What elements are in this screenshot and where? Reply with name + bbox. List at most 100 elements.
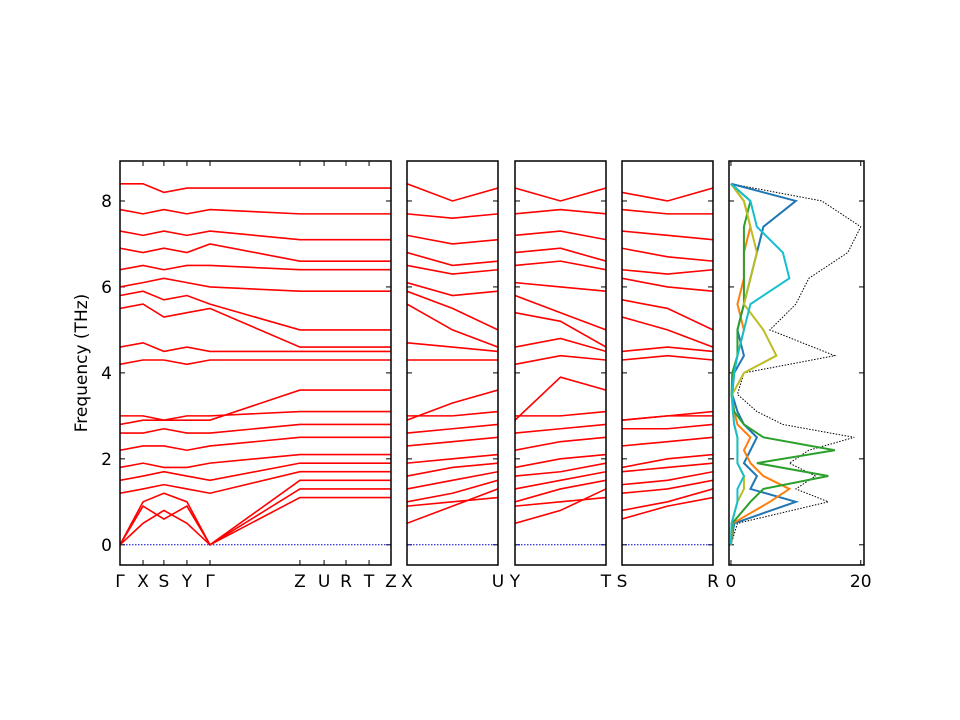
band	[622, 268, 713, 275]
band	[120, 303, 391, 348]
band	[622, 423, 713, 430]
band	[515, 376, 606, 421]
band	[407, 470, 498, 490]
band	[120, 389, 391, 426]
y-tick-label: 6	[101, 278, 112, 298]
band	[120, 496, 391, 546]
x-tick-label: 20	[850, 572, 872, 592]
x-tick-label: R	[707, 572, 719, 592]
band	[622, 208, 713, 215]
band	[120, 277, 391, 293]
band	[622, 346, 713, 353]
band	[515, 470, 606, 490]
x-tick-label: Z	[294, 572, 306, 592]
band	[622, 354, 713, 361]
band	[407, 183, 498, 202]
band	[622, 479, 713, 495]
axes-frame	[728, 160, 865, 566]
band	[515, 311, 606, 348]
band	[120, 410, 391, 421]
band	[515, 187, 606, 202]
band	[407, 436, 498, 447]
band	[120, 341, 391, 353]
projected-dos	[729, 183, 835, 545]
band	[407, 410, 498, 417]
band	[407, 342, 498, 353]
axes-frame	[119, 160, 392, 566]
x-tick-label: T	[600, 572, 612, 592]
x-tick-label: 0	[726, 572, 737, 592]
band	[622, 488, 713, 512]
x-tick-label: Y	[181, 572, 193, 592]
band	[407, 213, 498, 219]
band	[407, 462, 498, 477]
band	[407, 496, 498, 507]
band	[120, 453, 391, 469]
band	[407, 290, 498, 331]
x-tick-label: S	[617, 572, 628, 592]
x-tick-label: U	[318, 572, 330, 592]
band	[622, 277, 713, 293]
projected-dos	[729, 183, 791, 545]
y-tick-label: 2	[101, 450, 112, 470]
band	[515, 247, 606, 262]
axes-frame	[406, 160, 499, 566]
y-tick-label: 4	[101, 364, 112, 384]
band	[120, 423, 391, 434]
x-tick-label: Γ	[115, 572, 125, 592]
band	[515, 294, 606, 331]
band	[120, 243, 391, 262]
x-tick-label: U	[492, 572, 504, 592]
band	[515, 337, 606, 353]
band	[622, 247, 713, 262]
band	[622, 462, 713, 473]
band	[622, 230, 713, 241]
band	[407, 423, 498, 434]
y-tick-label: 8	[101, 192, 112, 212]
x-tick-label: Γ	[205, 572, 215, 592]
band	[120, 208, 391, 215]
band	[407, 281, 498, 297]
band	[407, 303, 498, 348]
band	[120, 290, 391, 331]
band	[407, 453, 498, 464]
total-dos	[730, 183, 862, 545]
band	[515, 410, 606, 417]
band	[407, 234, 498, 245]
band	[622, 453, 713, 469]
band	[622, 299, 713, 331]
y-tick-label: 0	[101, 536, 112, 556]
band	[622, 187, 713, 202]
band	[120, 436, 391, 452]
band	[515, 230, 606, 241]
band	[515, 462, 606, 477]
x-tick-label: Z	[385, 572, 397, 592]
band	[515, 260, 606, 271]
x-tick-label: X	[401, 572, 413, 592]
band	[120, 488, 391, 546]
band	[120, 470, 391, 495]
band	[515, 423, 606, 434]
band	[622, 415, 713, 421]
band	[515, 453, 606, 469]
band	[622, 436, 713, 447]
band	[120, 462, 391, 482]
band	[515, 479, 606, 503]
axes-frame	[621, 160, 714, 566]
band	[120, 230, 391, 241]
x-tick-label: Y	[509, 572, 521, 592]
band	[407, 389, 498, 421]
y-axis-label: Frequency (THz)	[72, 294, 92, 433]
band	[407, 251, 498, 267]
x-tick-label: X	[137, 572, 149, 592]
band	[515, 496, 606, 507]
x-tick-label: T	[363, 572, 375, 592]
band	[622, 470, 713, 486]
band	[515, 208, 606, 215]
band	[407, 488, 498, 525]
x-tick-label: R	[340, 572, 352, 592]
band	[622, 496, 713, 520]
band	[622, 316, 713, 348]
band	[120, 479, 391, 546]
